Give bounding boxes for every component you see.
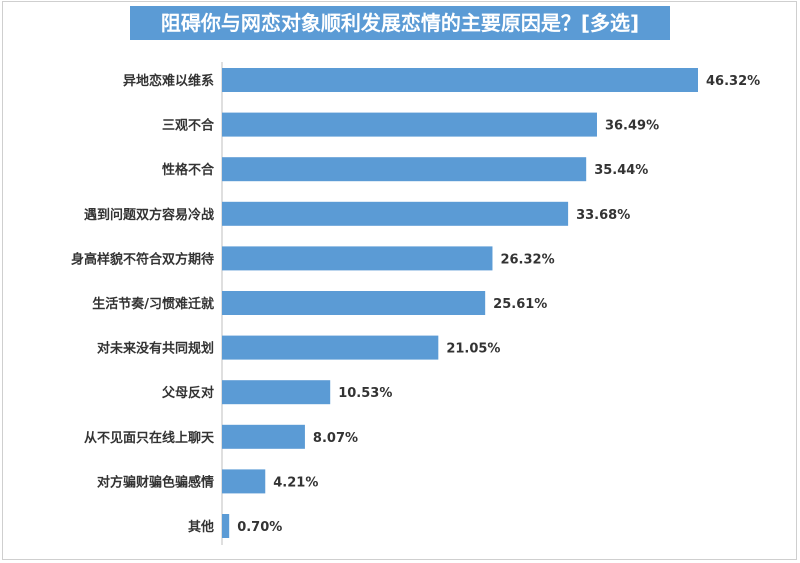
bar xyxy=(222,424,305,449)
bar-group: 异地恋难以维系 46.32% 三观不合 36.49% 性格不合 35.44% 遇到问题双方容… xyxy=(71,68,760,538)
bar xyxy=(222,68,698,92)
category-label: 父母反对 xyxy=(161,385,214,401)
value-label: 33.68% xyxy=(576,208,630,223)
bar xyxy=(222,514,230,538)
category-label: 生活节奏/习惯难迁就 xyxy=(92,296,214,312)
bar xyxy=(222,112,597,137)
bar xyxy=(222,469,266,494)
category-label: 性格不合 xyxy=(162,162,215,178)
chart-title: 阻碍你与网恋对象顺利发展恋情的主要原因是？[多选] xyxy=(130,6,670,40)
value-label: 4.21% xyxy=(273,475,318,490)
category-label: 身高样貌不符合双方期待 xyxy=(71,251,214,267)
value-label: 0.70% xyxy=(237,520,282,535)
category-label: 遇到问题双方容易冷战 xyxy=(84,207,214,223)
category-label: 其他 xyxy=(188,519,214,535)
category-label: 三观不合 xyxy=(162,118,215,134)
bar xyxy=(222,291,486,315)
value-label: 21.05% xyxy=(446,342,500,357)
value-label: 25.61% xyxy=(493,297,547,312)
category-label: 对方骗财骗色骗感情 xyxy=(97,474,214,490)
value-label: 46.32% xyxy=(706,74,760,89)
bar xyxy=(222,246,493,271)
value-label: 10.53% xyxy=(338,386,392,401)
category-label: 对未来没有共同规划 xyxy=(97,341,214,357)
bar xyxy=(222,157,587,182)
value-label: 26.32% xyxy=(500,252,554,267)
value-label: 8.07% xyxy=(313,431,358,446)
bar xyxy=(222,380,331,405)
value-label: 36.49% xyxy=(605,119,659,134)
bar xyxy=(222,335,439,360)
category-label: 异地恋难以维系 xyxy=(123,73,214,89)
category-label: 从不见面只在线上聊天 xyxy=(84,430,215,446)
value-label: 35.44% xyxy=(594,163,648,178)
bar xyxy=(222,201,569,226)
